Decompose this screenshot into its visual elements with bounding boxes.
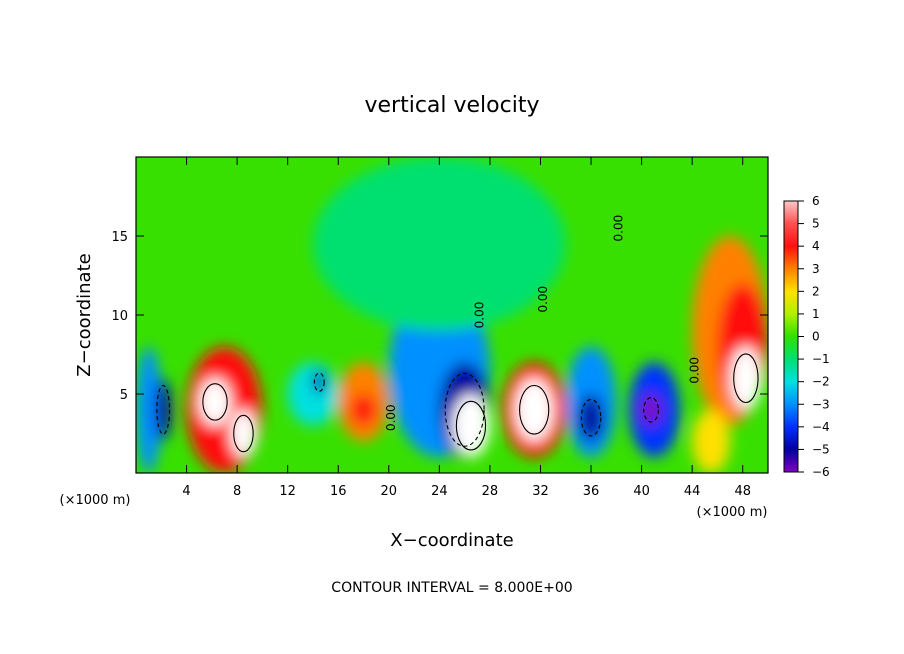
field-region (154, 378, 172, 442)
field-region (350, 394, 377, 426)
x-tick-label: 28 (482, 484, 499, 499)
field-region (136, 346, 162, 473)
field-region (230, 409, 257, 458)
x-tick-label: 48 (734, 484, 751, 499)
field-region (312, 157, 566, 331)
x-tick-label: 32 (532, 484, 549, 499)
x-axis-label: X−coordinate (390, 530, 513, 551)
colorbar-tick-label: 6 (812, 194, 820, 208)
x-tick-label: 12 (279, 484, 296, 499)
colorbar (783, 200, 799, 473)
contour-value-label: 0.00 (687, 357, 701, 384)
x-tick-label: 40 (633, 484, 650, 499)
field-region (515, 378, 554, 442)
x-tick-label: 16 (330, 484, 347, 499)
x-tick-label: 24 (431, 484, 448, 499)
chart-title: vertical velocity (364, 93, 539, 118)
contour-value-label: 0.00 (536, 286, 550, 313)
colorbar-tick-label: −6 (812, 465, 830, 479)
x-tick-label: 20 (381, 484, 398, 499)
y-axis-label: Z−coordinate (74, 253, 95, 376)
field-region (730, 346, 762, 410)
x-unit-left: (×1000 m) (60, 493, 131, 508)
contour-value-label: 0.00 (384, 404, 398, 431)
contour-line (156, 384, 171, 435)
colorbar-tick-label: 3 (812, 262, 820, 276)
field-region (452, 394, 490, 458)
colorbar-tick-label: 0 (812, 330, 820, 344)
x-tick-label: 4 (182, 484, 190, 499)
x-tick-label: 8 (233, 484, 241, 499)
colorbar-tick-label: −1 (812, 352, 830, 366)
field-region (641, 394, 661, 426)
y-tick-label: 5 (120, 388, 128, 403)
x-tick-label: 44 (684, 484, 701, 499)
x-unit-right: (×1000 m) (697, 505, 768, 520)
y-tick-label: 10 (111, 309, 128, 324)
colorbar-tick-label: 1 (812, 307, 820, 321)
contour-line (313, 372, 325, 392)
colorbar-tick-label: −5 (812, 442, 830, 456)
y-tick-label: 15 (111, 230, 128, 245)
x-tick-label: 36 (583, 484, 600, 499)
contour-value-label: 0.00 (612, 215, 626, 242)
colorbar-tick-label: −3 (812, 397, 830, 411)
contour-line (233, 414, 254, 453)
contour-interval-note: CONTOUR INTERVAL = 8.000E+00 (331, 580, 572, 596)
contour-line (519, 384, 550, 435)
colorbar-tick-label: −2 (812, 375, 830, 389)
contour-line (643, 397, 659, 423)
colorbar-tick-label: 5 (812, 217, 820, 231)
contour-value-label: 0.00 (473, 302, 487, 329)
field-region (287, 362, 339, 426)
contour-line (580, 398, 602, 437)
colorbar-tick-label: −4 (812, 420, 830, 434)
plot-area (136, 157, 768, 473)
colorbar-tick-label: 4 (812, 239, 820, 253)
contour-line (455, 400, 487, 451)
colorbar-tick-label: 2 (812, 284, 820, 298)
contour-line (202, 383, 228, 421)
contour-line (733, 353, 759, 404)
field-region (199, 378, 231, 426)
contour-line (444, 372, 485, 447)
field-region (692, 409, 731, 473)
field-region (578, 394, 604, 442)
